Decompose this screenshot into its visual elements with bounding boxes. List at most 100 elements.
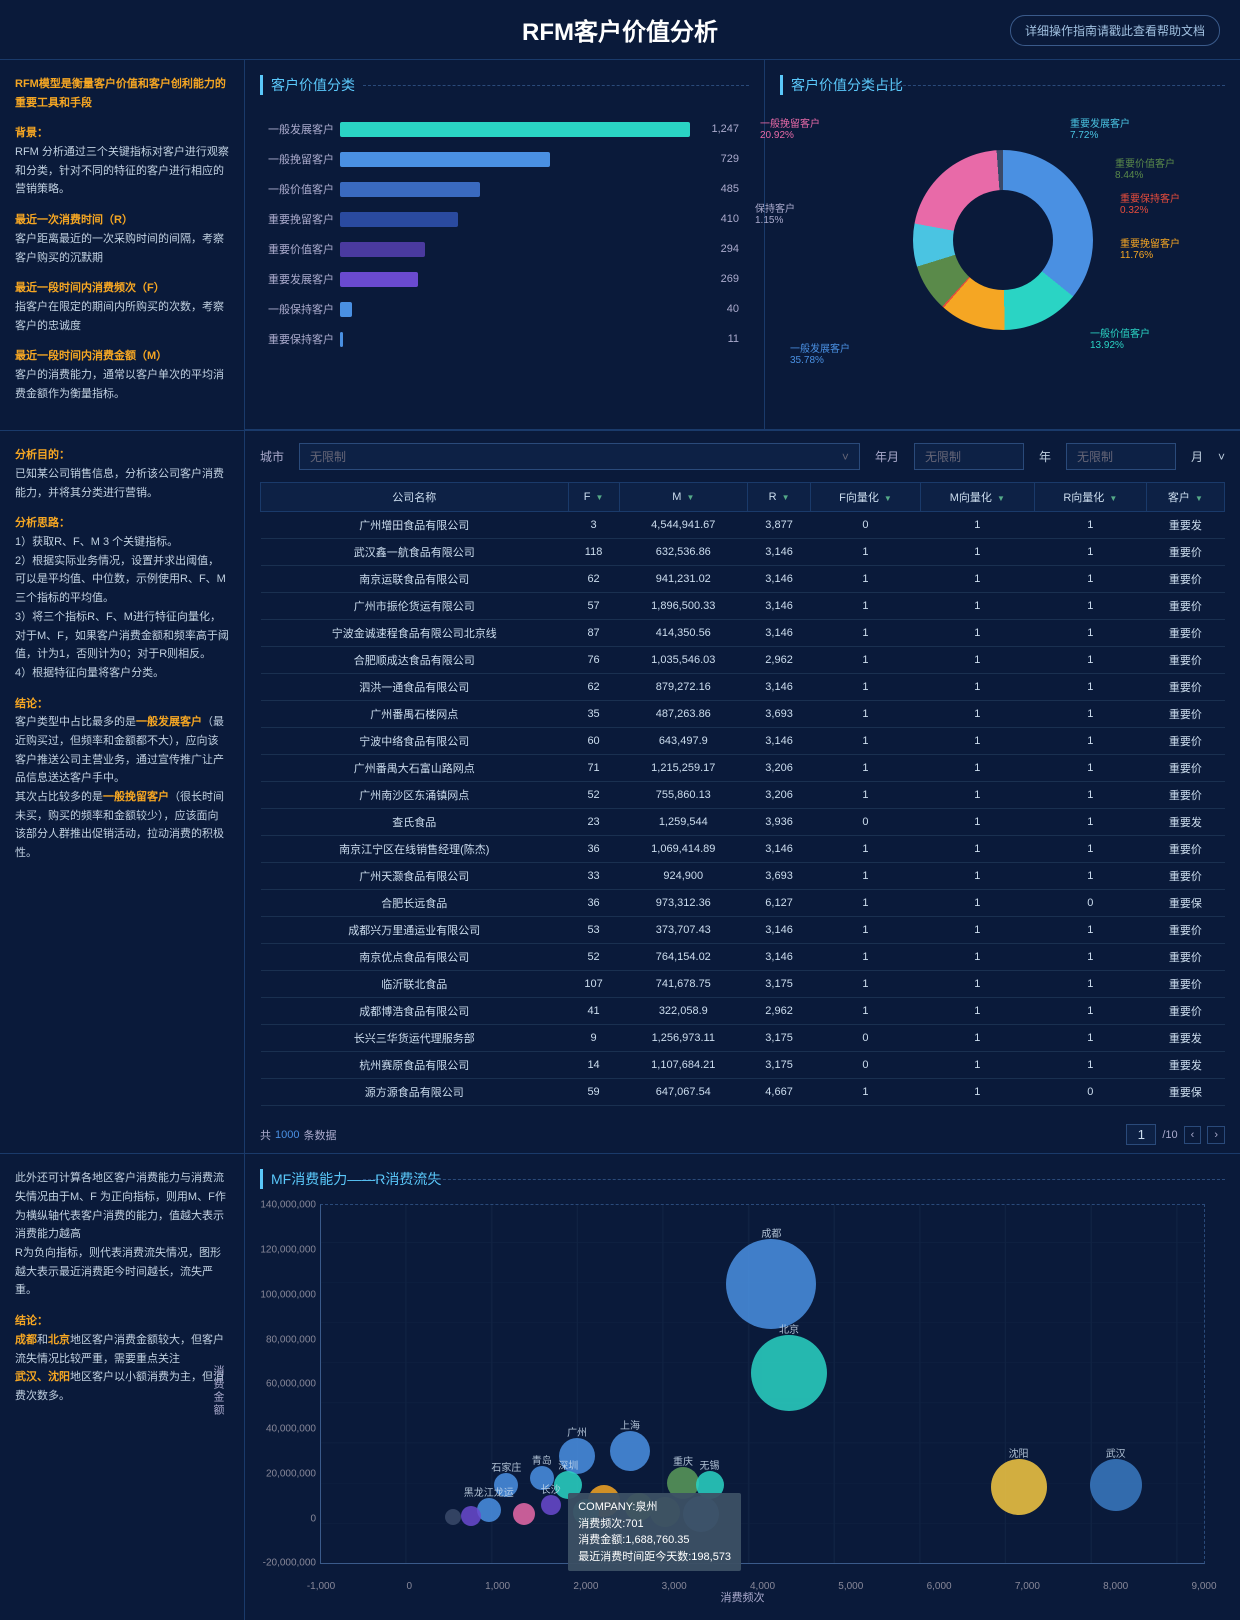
table-cell: 重要保 xyxy=(1146,890,1224,917)
bar-row: 一般发展客户 1,247 xyxy=(260,120,739,138)
table-row[interactable]: 广州增田食品有限公司34,544,941.673,877011重要发 xyxy=(261,512,1225,539)
table-row[interactable]: 长兴三华货运代理服务部91,256,973.113,175011重要发 xyxy=(261,1025,1225,1052)
table-row[interactable]: 合肥顺成达食品有限公司761,035,546.032,962111重要价 xyxy=(261,647,1225,674)
bubble-label: 黑龙江龙运 xyxy=(464,1484,514,1499)
bottom-conc-label: 结论： xyxy=(15,1315,48,1327)
city-select[interactable]: 无限制 ˅ xyxy=(299,443,860,470)
bottom-p1: 此外还可计算各地区客户消费能力与消费流失情况由于M、F 为正向指标，则用M、F作… xyxy=(15,1172,226,1240)
table-row[interactable]: 广州市振伦货运有限公司571,896,500.333,146111重要价 xyxy=(261,593,1225,620)
table-cell: 长兴三华货运代理服务部 xyxy=(261,1025,569,1052)
table-cell: 南京优点食品有限公司 xyxy=(261,944,569,971)
table-cell: 1 xyxy=(920,539,1034,566)
filter-bar: 城市 无限制 ˅ 年月 无限制 年 无限制 月 ˅ xyxy=(245,431,1240,482)
table-row[interactable]: 广州天灏食品有限公司33924,9003,693111重要价 xyxy=(261,863,1225,890)
idea3: 3）将三个指标R、F、M进行特征向量化，对于M、F，如果客户消费金额和频率高于阈… xyxy=(15,611,229,660)
x-tick: 1,000 xyxy=(485,1581,510,1592)
table-header[interactable]: F向量化 ▼ xyxy=(811,483,921,512)
table-row[interactable]: 广州番禺大石富山路网点711,215,259.173,206111重要价 xyxy=(261,755,1225,782)
table-cell: 1 xyxy=(920,728,1034,755)
table-cell: 合肥顺成达食品有限公司 xyxy=(261,647,569,674)
scatter-bubble[interactable] xyxy=(461,1506,481,1526)
total-suffix: 条数据 xyxy=(303,1127,336,1143)
table-row[interactable]: 泗洪一通食品有限公司62879,272.163,146111重要价 xyxy=(261,674,1225,701)
x-tick: 4,000 xyxy=(750,1581,775,1592)
table-cell: 0 xyxy=(1034,1079,1146,1106)
table-row[interactable]: 南京优点食品有限公司52764,154.023,146111重要价 xyxy=(261,944,1225,971)
table-cell: 36 xyxy=(568,836,619,863)
table-row[interactable]: 成都博浩食品有限公司41322,058.92,962111重要价 xyxy=(261,998,1225,1025)
y-tick: -20,000,000 xyxy=(251,1558,316,1569)
table-cell: 1 xyxy=(920,647,1034,674)
table-cell: 1,256,973.11 xyxy=(619,1025,747,1052)
bubble-label: 上海 xyxy=(620,1417,640,1432)
table-header[interactable]: 客户 ▼ xyxy=(1146,483,1224,512)
table-row[interactable]: 广州番禺石楼网点35487,263.863,693111重要价 xyxy=(261,701,1225,728)
year-select[interactable]: 无限制 xyxy=(914,443,1024,470)
page-input[interactable] xyxy=(1126,1124,1156,1145)
table-row[interactable]: 合肥长远食品36973,312.366,127110重要保 xyxy=(261,890,1225,917)
table-cell: 1 xyxy=(1034,512,1146,539)
y-tick: 20,000,000 xyxy=(251,1468,316,1479)
table-cell: 1 xyxy=(811,890,921,917)
table-cell: 1 xyxy=(920,809,1034,836)
next-page-button[interactable]: › xyxy=(1207,1126,1225,1144)
scatter-bubble[interactable]: 武汉 xyxy=(1090,1459,1142,1511)
table-row[interactable]: 宁波金诚速程食品有限公司北京线87414,350.563,146111重要价 xyxy=(261,620,1225,647)
table-row[interactable]: 临沂联北食品107741,678.753,175111重要价 xyxy=(261,971,1225,998)
table-cell: 1 xyxy=(811,917,921,944)
table-cell: 1 xyxy=(811,782,921,809)
table-header[interactable]: R向量化 ▼ xyxy=(1034,483,1146,512)
bubble-label: 青岛 xyxy=(532,1452,552,1467)
prev-page-button[interactable]: ‹ xyxy=(1184,1126,1202,1144)
month-select[interactable]: 无限制 xyxy=(1066,443,1176,470)
table-cell: 1 xyxy=(811,1079,921,1106)
table-cell: 35 xyxy=(568,701,619,728)
city-placeholder: 无限制 xyxy=(310,448,346,465)
table-cell: 647,067.54 xyxy=(619,1079,747,1106)
x-tick: 5,000 xyxy=(838,1581,863,1592)
table-header[interactable]: F ▼ xyxy=(568,483,619,512)
table-row[interactable]: 南京运联食品有限公司62941,231.023,146111重要价 xyxy=(261,566,1225,593)
x-tick: 7,000 xyxy=(1015,1581,1040,1592)
bubble-label: 石家庄 xyxy=(491,1459,521,1474)
bar-chart-title: 客户价值分类 xyxy=(260,75,749,95)
table-row[interactable]: 武汉鑫一航食品有限公司118632,536.863,146111重要价 xyxy=(261,539,1225,566)
table-row[interactable]: 源方源食品有限公司59647,067.544,667110重要保 xyxy=(261,1079,1225,1106)
scatter-bubble[interactable] xyxy=(445,1509,461,1525)
scatter-bubble[interactable]: 北京 xyxy=(751,1335,827,1411)
table-cell: 1 xyxy=(920,755,1034,782)
table-cell: 重要价 xyxy=(1146,971,1224,998)
month-placeholder: 无限制 xyxy=(1077,448,1113,465)
table-cell: 1,107,684.21 xyxy=(619,1052,747,1079)
table-row[interactable]: 宁波中络食品有限公司60643,497.93,146111重要价 xyxy=(261,728,1225,755)
table-cell: 3,175 xyxy=(747,1025,810,1052)
bubble-label: 成都 xyxy=(761,1225,781,1240)
table-header[interactable]: R ▼ xyxy=(747,483,810,512)
table-cell: 764,154.02 xyxy=(619,944,747,971)
pie-label: 一般发展客户35.78% xyxy=(790,340,850,366)
table-row[interactable]: 杭州赛原食品有限公司141,107,684.213,175011重要发 xyxy=(261,1052,1225,1079)
scatter-bubble[interactable]: 沈阳 xyxy=(991,1459,1047,1515)
table-row[interactable]: 查氏食品231,259,5443,936011重要发 xyxy=(261,809,1225,836)
bar-chart-panel: 客户价值分类 一般发展客户 1,247一般挽留客户 729一般价值客户 485重… xyxy=(245,60,765,429)
table-cell: 3,146 xyxy=(747,728,810,755)
table-header[interactable]: M向量化 ▼ xyxy=(920,483,1034,512)
donut-title: 客户价值分类占比 xyxy=(780,75,1225,95)
scatter-tooltip: COMPANY:泉州消费频次:701消费金额:1,688,760.35最近消费时… xyxy=(568,1493,741,1571)
table-row[interactable]: 南京江宁区在线销售经理(陈杰)361,069,414.893,146111重要价 xyxy=(261,836,1225,863)
table-cell: 重要发 xyxy=(1146,1052,1224,1079)
table-cell: 1 xyxy=(1034,647,1146,674)
scatter-bubble[interactable]: 成都 xyxy=(726,1239,816,1329)
table-header[interactable]: M ▼ xyxy=(619,483,747,512)
help-link[interactable]: 详细操作指南请戳此查看帮助文档 xyxy=(1010,15,1220,46)
bubble-label: 长沙 xyxy=(541,1481,561,1496)
table-cell: 3,146 xyxy=(747,944,810,971)
bubble-label: 无锡 xyxy=(700,1457,720,1472)
table-row[interactable]: 广州南沙区东涌镇网点52755,860.133,206111重要价 xyxy=(261,782,1225,809)
table-header[interactable]: 公司名称 xyxy=(261,483,569,512)
scatter-bubble[interactable]: 上海 xyxy=(610,1431,650,1471)
scatter-bubble[interactable]: 长沙 xyxy=(541,1495,561,1515)
table-cell: 南京运联食品有限公司 xyxy=(261,566,569,593)
scatter-bubble[interactable] xyxy=(513,1503,535,1525)
table-row[interactable]: 成都兴万里通运业有限公司53373,707.433,146111重要价 xyxy=(261,917,1225,944)
